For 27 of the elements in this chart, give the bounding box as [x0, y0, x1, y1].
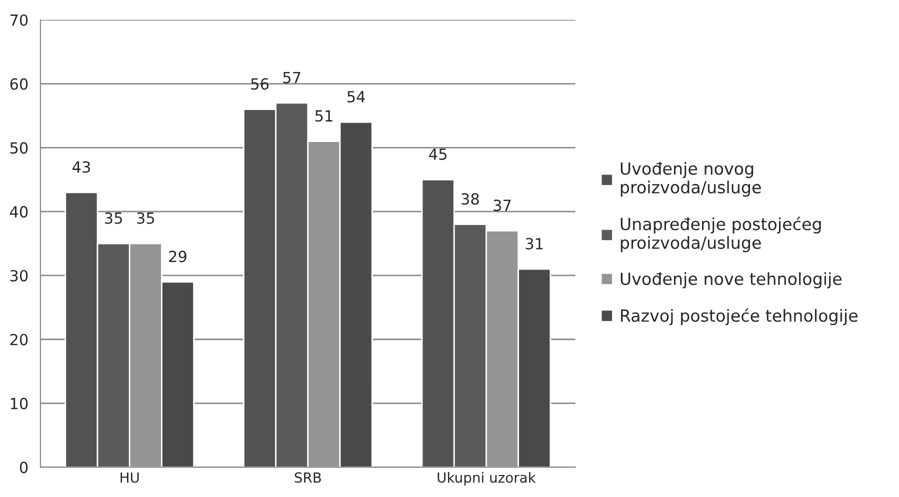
data-label: 43 — [72, 161, 90, 173]
x-tick-label: SRB — [294, 472, 321, 483]
legend-label: Unapređenje postojećeg proizvoda/usluge — [620, 216, 821, 252]
legend-label: Razvoj postojeće tehnologije — [621, 308, 858, 326]
data-label: 31 — [526, 238, 543, 250]
data-label: 35 — [137, 212, 154, 224]
x-tick-label: Ukupni uzorak — [438, 472, 536, 486]
data-label: 35 — [105, 212, 122, 224]
y-tick-label: 50 — [10, 142, 28, 154]
data-label: 37 — [494, 200, 511, 212]
data-label: 38 — [462, 193, 479, 205]
x-tick-label: HU — [120, 472, 139, 483]
legend-label: Uvođenje nove tehnologije — [620, 272, 842, 288]
data-label: 56 — [251, 78, 269, 90]
y-tick-label: 40 — [10, 206, 28, 218]
data-label: 45 — [429, 148, 446, 160]
y-tick-label: 70 — [10, 14, 28, 26]
y-tick-label: 10 — [10, 398, 28, 410]
y-tick-label: 20 — [10, 334, 28, 346]
y-tick-label: 60 — [10, 78, 28, 90]
data-label: 29 — [169, 250, 186, 262]
y-tick-label: 30 — [10, 270, 28, 282]
legend-label: Uvođenje novog proizvoda/usluge — [620, 162, 761, 197]
data-label: 54 — [348, 91, 365, 102]
data-label: 57 — [283, 72, 300, 84]
data-label: 51 — [315, 110, 332, 122]
y-tick-label: 0 — [20, 462, 28, 474]
